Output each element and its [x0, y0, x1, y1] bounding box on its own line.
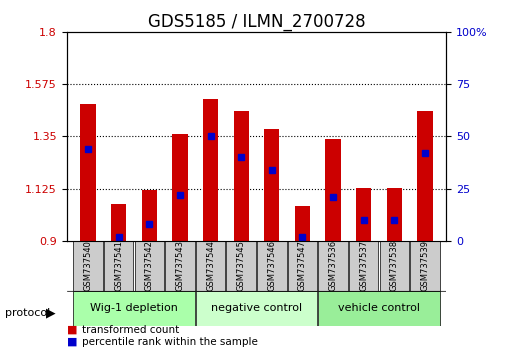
Text: GSM737536: GSM737536 [328, 240, 338, 291]
Bar [203, 99, 218, 241]
Text: GSM737540: GSM737540 [84, 240, 93, 291]
Text: GSM737543: GSM737543 [175, 240, 185, 291]
Text: ■: ■ [67, 337, 77, 347]
Text: ▶: ▶ [46, 307, 56, 320]
Text: ■: ■ [67, 325, 77, 335]
Bar [172, 134, 188, 241]
Text: GSM737538: GSM737538 [390, 240, 399, 291]
FancyBboxPatch shape [196, 291, 317, 326]
Bar [295, 206, 310, 241]
FancyBboxPatch shape [73, 291, 194, 326]
Text: protocol: protocol [5, 308, 50, 318]
Bar [325, 139, 341, 241]
Text: GSM737541: GSM737541 [114, 240, 123, 291]
Title: GDS5185 / ILMN_2700728: GDS5185 / ILMN_2700728 [148, 13, 365, 30]
FancyBboxPatch shape [134, 241, 164, 291]
Text: negative control: negative control [211, 303, 302, 313]
Bar [417, 111, 432, 241]
Bar [264, 130, 280, 241]
Bar [111, 204, 126, 241]
Text: vehicle control: vehicle control [338, 303, 420, 313]
FancyBboxPatch shape [227, 241, 256, 291]
Bar [387, 188, 402, 241]
Text: GSM737539: GSM737539 [420, 240, 429, 291]
Text: Wig-1 depletion: Wig-1 depletion [90, 303, 178, 313]
FancyBboxPatch shape [165, 241, 194, 291]
Bar [81, 104, 96, 241]
FancyBboxPatch shape [104, 241, 133, 291]
Bar [233, 111, 249, 241]
Text: GSM737537: GSM737537 [359, 240, 368, 291]
FancyBboxPatch shape [410, 241, 440, 291]
FancyBboxPatch shape [73, 241, 103, 291]
Text: GSM737544: GSM737544 [206, 240, 215, 291]
FancyBboxPatch shape [288, 241, 317, 291]
FancyBboxPatch shape [319, 241, 348, 291]
FancyBboxPatch shape [380, 241, 409, 291]
FancyBboxPatch shape [257, 241, 286, 291]
FancyBboxPatch shape [196, 241, 225, 291]
FancyBboxPatch shape [349, 241, 379, 291]
Text: GSM737542: GSM737542 [145, 240, 154, 291]
Text: percentile rank within the sample: percentile rank within the sample [82, 337, 258, 347]
FancyBboxPatch shape [319, 291, 440, 326]
Text: GSM737546: GSM737546 [267, 240, 277, 291]
Bar [356, 188, 371, 241]
Bar [142, 190, 157, 241]
Text: GSM737545: GSM737545 [236, 240, 246, 291]
Text: GSM737547: GSM737547 [298, 240, 307, 291]
Text: transformed count: transformed count [82, 325, 180, 335]
